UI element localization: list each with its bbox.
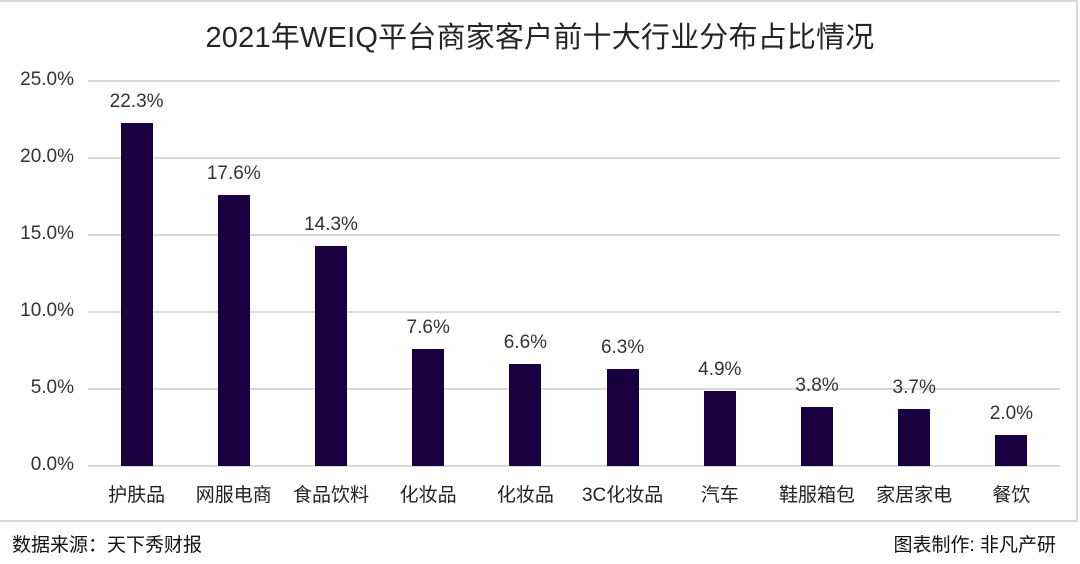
chart-title: 2021年WEIQ平台商家客户前十大行业分布占比情况 (205, 22, 875, 54)
x-axis-category-label: 鞋服箱包 (778, 485, 855, 506)
bar (606, 368, 639, 466)
x-axis-category-label: 护肤品 (108, 485, 166, 506)
x-axis-category-label: 化妆品 (496, 485, 554, 506)
bar (315, 245, 347, 466)
gridline (88, 80, 1060, 82)
y-axis-tick-label: 5.0% (30, 377, 74, 398)
bar (217, 194, 250, 466)
bar-value-label: 3.8% (795, 375, 839, 397)
bar (703, 390, 736, 466)
y-axis-tick-label: 10.0% (20, 300, 74, 321)
bar (801, 407, 833, 466)
y-axis-tick-label: 15.0% (20, 223, 74, 244)
x-axis-category-label: 网服电商 (195, 485, 272, 506)
bar (412, 348, 445, 466)
bar-value-label: 17.6% (206, 162, 261, 184)
bar-value-label: 3.7% (892, 377, 936, 399)
bar-value-label: 2.0% (989, 403, 1034, 425)
bar (120, 122, 153, 466)
bar (509, 364, 542, 466)
y-axis-tick-label: 25.0% (20, 69, 74, 90)
bar-value-label: 7.6% (406, 316, 450, 338)
gridline (88, 388, 1060, 390)
data-source: 数据来源：天下秀财报 (12, 535, 203, 556)
y-axis-tick-label: 0.0% (30, 454, 74, 475)
bar-value-label: 22.3% (109, 90, 164, 112)
gridline (88, 157, 1060, 159)
x-axis-category-label: 化妆品 (399, 485, 457, 506)
chart-credit: 图表制作: 非凡产研 (893, 535, 1056, 556)
gridline (88, 465, 1060, 467)
x-axis-category-label: 食品饮料 (292, 485, 369, 506)
bar-value-label: 14.3% (304, 213, 358, 235)
bar-value-label: 4.9% (698, 358, 742, 380)
x-axis-category-label: 家居家电 (876, 485, 953, 506)
bar-value-label: 6.6% (503, 332, 548, 354)
bar (995, 435, 1028, 466)
gridline (88, 311, 1060, 313)
y-axis-tick-label: 20.0% (20, 146, 74, 167)
x-axis-category-label: 餐饮 (992, 485, 1031, 506)
bar-value-label: 6.3% (600, 336, 645, 358)
bar (898, 409, 931, 466)
gridline (88, 234, 1060, 236)
x-axis-category-label: 汽车 (700, 485, 739, 506)
plot-area: 0.0% 5.0% 10.0% 15.0% 20.0% 25.0% 22.3% 护肤品 17.6… (20, 69, 1060, 506)
x-axis-category-label: 3C化妆品 (581, 485, 664, 506)
